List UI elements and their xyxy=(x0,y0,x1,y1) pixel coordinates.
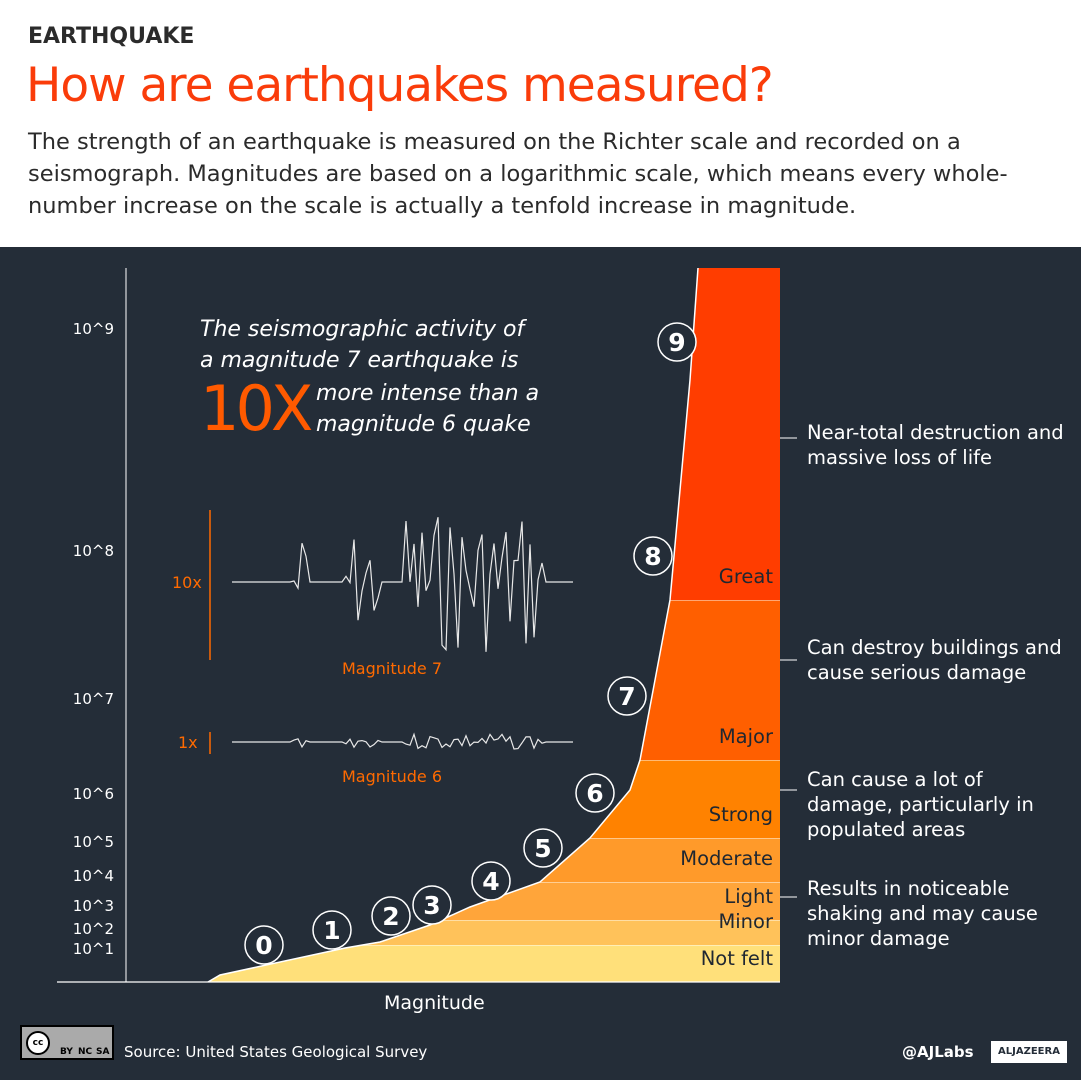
magnitude-marker xyxy=(575,773,615,813)
handle: @AJLabs xyxy=(902,1043,974,1061)
magnitude-marker xyxy=(607,676,647,716)
magnitude-number: 3 xyxy=(423,891,440,920)
band-strong xyxy=(208,760,780,838)
band-label: Strong xyxy=(708,803,773,826)
seismogram-magnitude-7 xyxy=(232,517,573,652)
y-tick-label: 10^8 xyxy=(72,542,114,560)
callout-line: more intense than a xyxy=(316,381,540,406)
callout-big: 10X xyxy=(200,372,313,445)
magnitude-number: 4 xyxy=(482,867,499,896)
y-tick-label: 10^6 xyxy=(72,785,114,803)
magnitude-marker xyxy=(523,828,563,868)
magnitude-number: 0 xyxy=(255,931,272,960)
magnitude-marker xyxy=(412,885,452,925)
band-not-felt xyxy=(208,945,780,982)
aljazeera-logo: ALJAZEERA xyxy=(991,1041,1067,1063)
band-minor xyxy=(208,920,780,945)
amp-label-7: 10x xyxy=(172,573,202,592)
y-tick-label: 10^9 xyxy=(72,320,114,338)
subtitle: The strength of an earthquake is measure… xyxy=(28,129,1008,219)
magnitude-number: 5 xyxy=(534,834,551,863)
magnitude-number: 7 xyxy=(618,682,635,711)
band-description: Can destroy buildings and cause serious … xyxy=(807,636,1062,684)
band-light xyxy=(208,882,780,920)
seismogram-label-7: Magnitude 7 xyxy=(342,659,443,678)
magnitude-number: 2 xyxy=(382,902,399,931)
source: Source: United States Geological Survey xyxy=(124,1043,428,1061)
magnitude-number: 8 xyxy=(644,542,661,571)
magnitude-marker xyxy=(244,925,284,965)
curve-line xyxy=(207,267,699,983)
band-label: Moderate xyxy=(680,847,773,870)
seismogram-label-6: Magnitude 6 xyxy=(342,767,443,786)
page-title: How are earthquakes measured? xyxy=(26,58,774,113)
callout-text: The seismographic activity of a magnitude… xyxy=(200,314,524,376)
header: EARTHQUAKE How are earthquakes measured?… xyxy=(0,0,1081,247)
magnitude-number: 6 xyxy=(586,779,603,808)
magnitude-marker xyxy=(657,322,697,362)
y-tick-label: 10^1 xyxy=(72,940,114,958)
callout-line: The seismographic activity of xyxy=(200,317,525,342)
band-label: Not felt xyxy=(700,947,773,970)
band-label: Light xyxy=(724,885,773,908)
band-label: Minor xyxy=(718,910,773,933)
magnitude-marker xyxy=(471,861,511,901)
magnitude-number: 9 xyxy=(668,328,685,357)
y-tick-label: 10^4 xyxy=(72,867,114,885)
magnitude-marker xyxy=(312,910,352,950)
cc-license-icon: BY NC SA cc xyxy=(20,1025,114,1060)
kicker: EARTHQUAKE xyxy=(28,24,195,49)
magnitude-marker xyxy=(371,896,411,936)
band-description: Can cause a lot of damage, particularly … xyxy=(807,768,1034,841)
y-tick-label: 10^7 xyxy=(72,690,114,708)
band-description: Near-total destruction and massive loss … xyxy=(807,421,1064,469)
band-major xyxy=(208,600,780,760)
amp-label-6: 1x xyxy=(178,733,198,752)
x-axis-label: Magnitude xyxy=(384,992,485,1014)
y-tick-label: 10^3 xyxy=(72,897,114,915)
callout-line: magnitude 6 quake xyxy=(316,412,531,437)
seismogram-magnitude-6 xyxy=(232,732,573,750)
y-tick-label: 10^2 xyxy=(72,920,114,938)
band-label: Great xyxy=(718,565,773,588)
band-label: Major xyxy=(718,725,773,748)
callout-text-2: more intense than a magnitude 6 quake xyxy=(316,378,539,440)
magnitude-number: 1 xyxy=(323,916,340,945)
callout-line: a magnitude 7 earthquake is xyxy=(200,348,519,373)
magnitude-marker xyxy=(633,536,673,576)
band-description: Results in noticeable shaking and may ca… xyxy=(807,877,1038,950)
y-tick-label: 10^5 xyxy=(72,833,114,851)
